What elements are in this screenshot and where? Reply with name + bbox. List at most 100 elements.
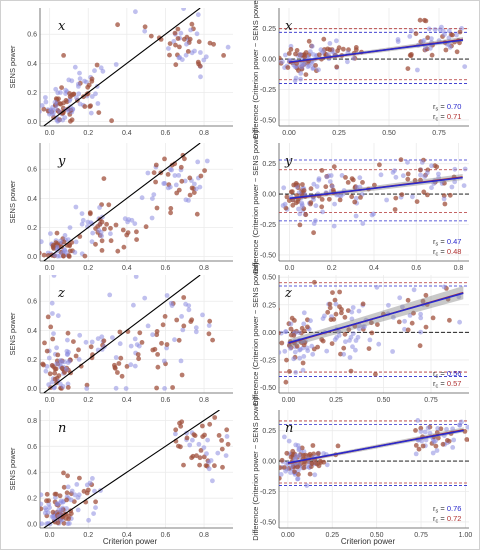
- data-point-series1: [461, 183, 467, 189]
- data-point-series1: [76, 91, 82, 97]
- data-point-series1: [350, 331, 356, 336]
- x-axis-label-right: Criterion power: [341, 537, 396, 546]
- data-point-series2: [333, 311, 339, 317]
- data-point-series2: [96, 110, 102, 115]
- data-point-series1: [345, 59, 350, 65]
- y-tick-label: 0.0: [27, 119, 37, 126]
- data-point-series2: [398, 157, 404, 163]
- y-axis-label: SENS power: [8, 45, 17, 88]
- data-point-series1: [279, 472, 284, 477]
- data-point-series1: [263, 70, 268, 75]
- identity-line: [43, 143, 201, 261]
- data-point-series1: [360, 221, 366, 226]
- data-point-series1: [402, 326, 407, 332]
- data-point-series1: [309, 43, 315, 49]
- data-point-series2: [346, 327, 352, 333]
- data-point-series2: [447, 192, 453, 198]
- data-point-series2: [203, 463, 209, 468]
- data-point-series2: [57, 101, 63, 106]
- data-point-series1: [70, 106, 76, 112]
- y-tick-label: -0.50: [260, 117, 276, 124]
- data-point-series1: [181, 8, 186, 11]
- data-point-series1: [206, 466, 212, 472]
- data-point-series1: [73, 204, 79, 210]
- data-point-series1: [374, 284, 380, 290]
- data-point-series2: [301, 52, 307, 58]
- data-point-series2: [187, 175, 193, 181]
- data-point-series2: [337, 289, 342, 295]
- x-tick-label: 0.0: [285, 265, 295, 272]
- data-point-series2: [302, 461, 307, 467]
- data-point-series1: [133, 275, 139, 279]
- point-layer: [40, 275, 216, 393]
- data-point-series1: [136, 343, 142, 349]
- x-tick-label: 0.2: [83, 130, 93, 137]
- data-point-series1: [296, 206, 301, 212]
- data-point-series2: [35, 515, 40, 520]
- data-point-series1: [89, 94, 95, 99]
- data-point-series1: [333, 301, 339, 307]
- x-tick-label: 0.4: [122, 265, 132, 272]
- data-point-series2: [420, 443, 426, 449]
- data-point-series2: [454, 49, 460, 55]
- data-point-series1: [168, 167, 173, 172]
- data-point-series2: [170, 385, 176, 390]
- data-point-series1: [99, 334, 105, 340]
- data-point-series1: [332, 337, 338, 342]
- panel-label: n: [285, 421, 293, 436]
- correlation-label: rc = 0.72: [433, 514, 461, 525]
- y-tick-label: 0.6: [27, 32, 37, 39]
- data-point-series1: [123, 386, 129, 391]
- data-point-series1: [204, 451, 209, 457]
- y-tick-label: -0.50: [260, 385, 276, 392]
- data-point-series1: [296, 446, 302, 451]
- data-point-series2: [61, 470, 66, 476]
- data-point-series1: [76, 492, 82, 498]
- data-point-series2: [211, 41, 217, 47]
- data-point-series2: [71, 339, 76, 344]
- identity-line: [43, 275, 201, 393]
- data-point-series1: [451, 437, 457, 443]
- y-tick-label: 0.8: [27, 418, 37, 425]
- data-point-series2: [44, 491, 50, 497]
- data-point-series2: [155, 352, 161, 357]
- panel-label: y: [57, 154, 66, 169]
- data-point-series1: [410, 194, 415, 200]
- data-point-series1: [454, 32, 459, 38]
- data-point-series1: [459, 26, 464, 31]
- data-point-series2: [175, 36, 181, 41]
- data-point-series2: [417, 343, 423, 349]
- data-point-series1: [320, 209, 325, 215]
- data-point-series2: [115, 370, 120, 375]
- data-point-series1: [133, 9, 138, 15]
- data-point-series2: [417, 17, 423, 23]
- data-point-series1: [432, 27, 438, 32]
- data-point-series1: [110, 335, 115, 340]
- data-point-series1: [304, 483, 310, 488]
- data-point-series2: [327, 305, 333, 311]
- data-point-series2: [2, 235, 7, 240]
- data-point-series1: [186, 307, 192, 313]
- data-point-series2: [139, 340, 145, 345]
- data-point-series1: [415, 418, 421, 423]
- data-point-series1: [419, 160, 425, 165]
- fit-line-blue: [287, 429, 464, 464]
- data-point-series2: [167, 41, 173, 46]
- data-point-series2: [207, 40, 213, 46]
- data-point-series1: [65, 337, 70, 343]
- data-point-series1: [187, 442, 193, 448]
- data-point-series2: [360, 180, 365, 185]
- x-axis-label-left: Criterion power: [103, 537, 158, 546]
- data-point-series1: [298, 76, 303, 82]
- data-point-series2: [155, 364, 161, 370]
- data-point-series2: [279, 457, 285, 463]
- data-point-series1: [40, 109, 42, 115]
- data-point-series2: [413, 443, 419, 448]
- data-point-series1: [441, 284, 447, 290]
- data-point-series2: [191, 190, 197, 196]
- data-point-series1: [279, 350, 282, 355]
- panel-label: x: [58, 19, 66, 34]
- data-point-series1: [362, 324, 367, 329]
- y-tick-label: 0.6: [27, 444, 37, 451]
- data-point-series2: [405, 297, 411, 303]
